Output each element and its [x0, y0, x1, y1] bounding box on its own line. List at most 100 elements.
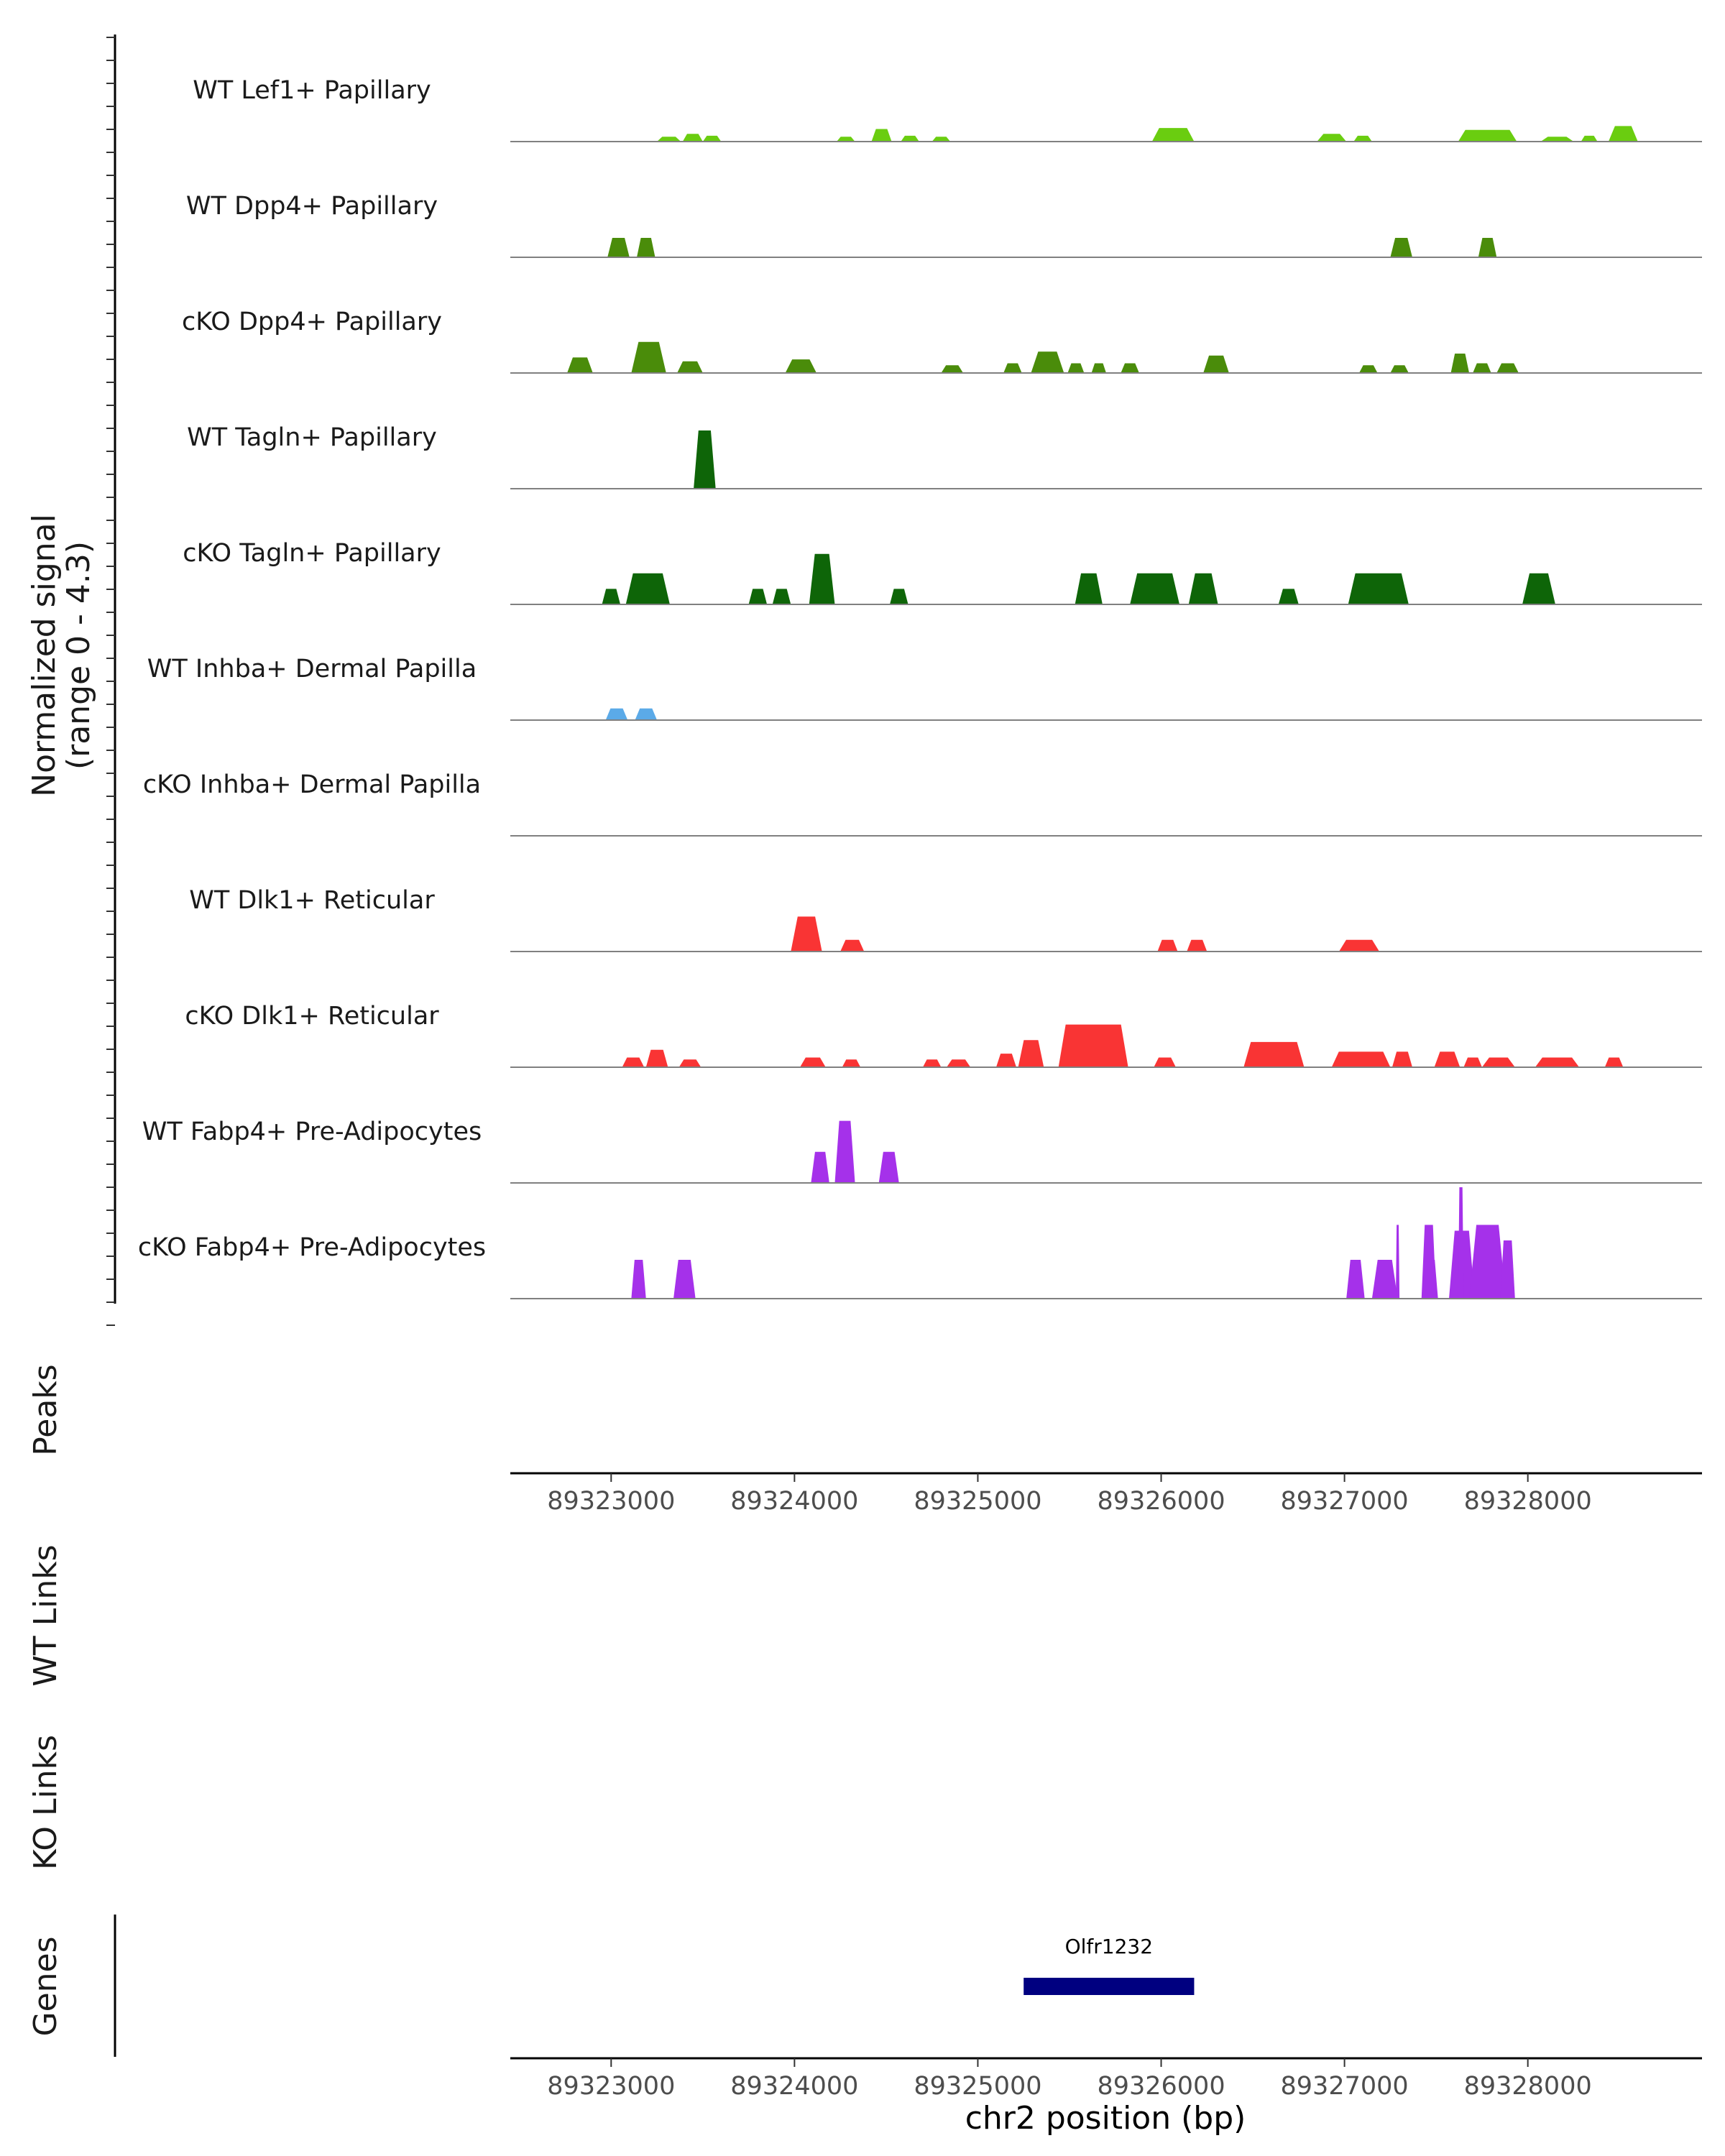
- signal-peak: [1067, 363, 1085, 373]
- x-tick-label: 89326000: [1097, 1487, 1225, 1516]
- signal-peak: [995, 1054, 1017, 1067]
- signal-peak: [1390, 238, 1412, 257]
- signal-peak: [678, 1059, 702, 1067]
- signal-tracks: WT Lef1+ Papillary WT Dpp4+ Papillary cKO …: [138, 76, 1702, 1299]
- track-label: WT Fabp4+ Pre-Adipocytes: [142, 1118, 482, 1146]
- x-tick-label: 89325000: [914, 1487, 1041, 1516]
- signal-peak: [1473, 363, 1491, 373]
- signal-peak: [631, 1260, 646, 1299]
- signal-track: cKO Fabp4+ Pre-Adipocytes: [138, 1187, 1702, 1299]
- genes-x-axis-ticks: 89323000 89324000 89325000 89326000 89327000…: [547, 2058, 1592, 2101]
- signal-peak: [1496, 363, 1519, 373]
- ko-links-track-label: KO Links: [27, 1735, 64, 1870]
- signal-peak: [605, 708, 628, 720]
- signal-peak: [1151, 128, 1195, 142]
- signal-peak: [1540, 137, 1574, 142]
- signal-peak: [1434, 1051, 1460, 1067]
- signal-peak: [1338, 939, 1380, 952]
- signal-peak: [622, 1057, 645, 1067]
- signal-y-range-label: (range 0 - 4.3): [60, 541, 97, 770]
- signal-peak: [809, 553, 835, 604]
- signal-peak: [811, 1151, 829, 1183]
- signal-peak: [932, 137, 951, 142]
- signal-peak: [1392, 1051, 1412, 1067]
- signal-peak: [834, 1120, 855, 1183]
- signal-peak: [772, 589, 791, 604]
- x-tick-label: 89323000: [547, 1487, 675, 1516]
- signal-peak: [1058, 1024, 1128, 1067]
- signal-peak: [1317, 134, 1347, 142]
- x-tick-label: 89328000: [1464, 1487, 1592, 1516]
- signal-track: cKO Dpp4+ Papillary: [182, 308, 1702, 374]
- signal-peak: [1003, 363, 1022, 373]
- signal-peak: [922, 1059, 942, 1067]
- signal-peak: [1522, 573, 1555, 604]
- signal-peak: [694, 430, 716, 489]
- peaks-track-label: Peaks: [27, 1364, 64, 1455]
- signal-peak: [1478, 238, 1497, 257]
- signal-track: WT Inhba+ Dermal Papilla: [147, 655, 1702, 721]
- signal-peak: [1157, 939, 1178, 952]
- signal-peak: [1331, 1051, 1391, 1067]
- signal-peak: [1121, 363, 1139, 373]
- signal-peak: [1130, 573, 1180, 604]
- signal-peak: [1075, 573, 1103, 604]
- signal-peak: [657, 137, 681, 142]
- x-tick-label: 89326000: [1097, 2072, 1225, 2101]
- x-axis-title: chr2 position (bp): [965, 2100, 1246, 2137]
- signal-peak: [673, 1260, 696, 1299]
- signal-peak: [1187, 939, 1208, 952]
- signal-track: cKO Inhba+ Dermal Papilla: [143, 770, 1702, 837]
- signal-peak: [1469, 1225, 1506, 1299]
- x-tick-label: 89324000: [730, 2072, 858, 2101]
- signal-peak: [800, 1057, 826, 1067]
- signal-peak: [602, 589, 621, 604]
- x-tick-label: 89327000: [1281, 2072, 1409, 2101]
- track-label: cKO Dpp4+ Papillary: [182, 308, 442, 336]
- signal-peak: [682, 134, 703, 142]
- signal-peak: [1535, 1057, 1580, 1067]
- signal-peak: [567, 357, 593, 373]
- signal-peak: [1353, 135, 1372, 142]
- track-label: cKO Inhba+ Dermal Papilla: [143, 770, 481, 799]
- signal-peak: [1243, 1041, 1305, 1067]
- track-label: WT Lef1+ Papillary: [193, 76, 431, 105]
- signal-y-axis-label: Normalized signal: [26, 514, 63, 797]
- signal-peak: [645, 1049, 668, 1067]
- signal-peak: [837, 137, 855, 142]
- signal-peak: [1463, 1057, 1482, 1067]
- signal-track: WT Dlk1+ Reticular: [189, 886, 1702, 952]
- signal-peak: [1371, 1260, 1398, 1299]
- track-label: cKO Dlk1+ Reticular: [185, 1002, 439, 1031]
- signal-peak: [1390, 365, 1409, 373]
- signal-peak: [1091, 363, 1106, 373]
- signal-peak: [785, 359, 816, 373]
- signal-peak: [901, 135, 919, 142]
- signal-peak: [1348, 573, 1409, 604]
- track-label: WT Inhba+ Dermal Papilla: [147, 655, 477, 683]
- signal-peak: [1203, 355, 1229, 373]
- signal-peak: [1581, 135, 1598, 142]
- signal-peak: [635, 708, 658, 720]
- signal-peak: [631, 341, 666, 373]
- signal-peak: [748, 589, 768, 604]
- signal-peak: [1481, 1057, 1515, 1067]
- signal-peak: [677, 361, 703, 373]
- signal-peak: [1608, 126, 1638, 142]
- signal-track: WT Dpp4+ Papillary: [186, 192, 1702, 258]
- signal-track: cKO Tagln+ Papillary: [183, 539, 1702, 605]
- signal-track: WT Fabp4+ Pre-Adipocytes: [142, 1118, 1702, 1184]
- signal-track: WT Tagln+ Papillary: [187, 423, 1702, 489]
- signal-peak: [1154, 1057, 1176, 1067]
- x-tick-label: 89328000: [1464, 2072, 1592, 2101]
- genes-track-label: Genes: [27, 1936, 64, 2036]
- signal-peak: [840, 939, 865, 952]
- signal-peak: [1458, 129, 1517, 142]
- signal-peak: [1396, 1225, 1400, 1299]
- x-tick-label: 89323000: [547, 2072, 675, 2101]
- signal-peak: [878, 1151, 899, 1183]
- x-tick-label: 89324000: [730, 1487, 858, 1516]
- signal-peak: [637, 238, 656, 257]
- signal-peak: [625, 573, 670, 604]
- signal-peak: [1604, 1057, 1624, 1067]
